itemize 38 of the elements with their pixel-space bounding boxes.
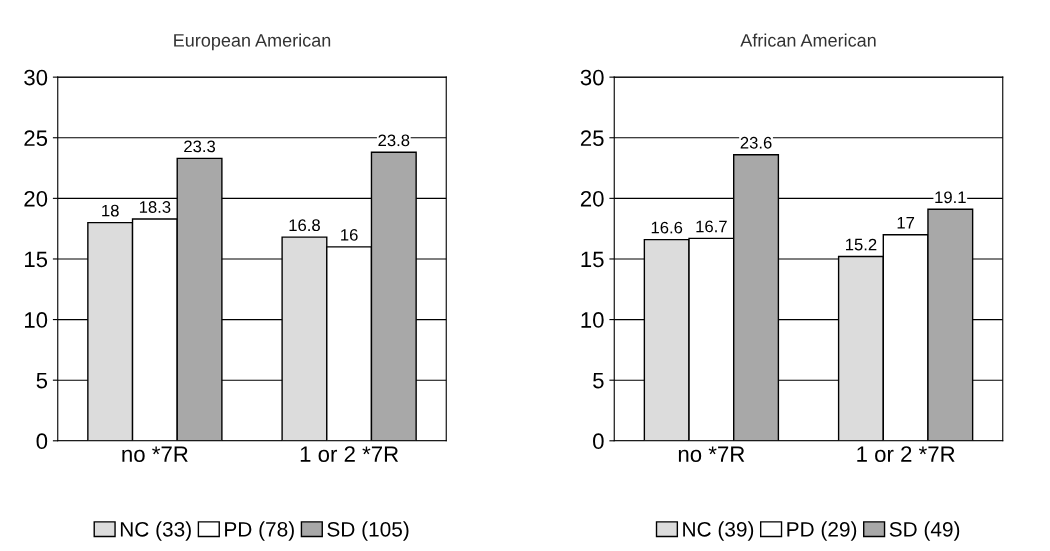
- y-tick-label: 30: [580, 69, 604, 86]
- data-label: 16: [341, 228, 358, 241]
- y-tick-label: 25: [580, 130, 604, 147]
- data-label: 19.1: [935, 191, 966, 204]
- data-label: 23.6: [740, 136, 772, 149]
- legend-label: NC (33): [120, 521, 191, 541]
- y-tick-label: 0: [593, 433, 604, 450]
- x-tick-label: 1 or 2 *7R: [300, 446, 399, 462]
- data-label: 16.7: [696, 220, 727, 233]
- legend-label: NC (39): [683, 521, 754, 541]
- x-tick-label: no *7R: [678, 446, 745, 462]
- chart-title: African American: [740, 33, 876, 47]
- y-tick-label: 25: [24, 130, 48, 147]
- y-tick-label: 10: [25, 312, 48, 328]
- y-tick-label: 5: [36, 372, 48, 389]
- x-tick-label: no *7R: [122, 446, 188, 462]
- y-tick-label: 5: [593, 372, 604, 389]
- y-tick-label: 15: [581, 251, 604, 268]
- data-label: 15.2: [846, 238, 877, 251]
- data-label: 18.3: [139, 201, 171, 213]
- data-label: 18: [102, 204, 119, 217]
- chart-title: European American: [174, 33, 331, 51]
- y-tick-label: 20: [24, 190, 48, 207]
- data-label: 16.6: [651, 221, 683, 234]
- legend-label: SD (49): [889, 521, 960, 541]
- y-tick-label: 0: [36, 433, 48, 450]
- legend-label: SD (105): [327, 521, 409, 541]
- data-label: 23.3: [184, 140, 216, 153]
- y-tick-label: 30: [24, 69, 48, 86]
- x-tick-label: 1 or 2 *7R: [857, 446, 955, 462]
- y-tick-label: 20: [580, 190, 604, 207]
- legend-label: PD (78): [225, 521, 294, 541]
- legend-label: PD (29): [787, 521, 857, 541]
- data-label: 17: [897, 217, 915, 229]
- data-label: 23.8: [378, 134, 410, 147]
- y-tick-label: 10: [581, 312, 604, 328]
- y-tick-label: 15: [25, 251, 48, 268]
- data-label: 16.8: [289, 219, 320, 232]
